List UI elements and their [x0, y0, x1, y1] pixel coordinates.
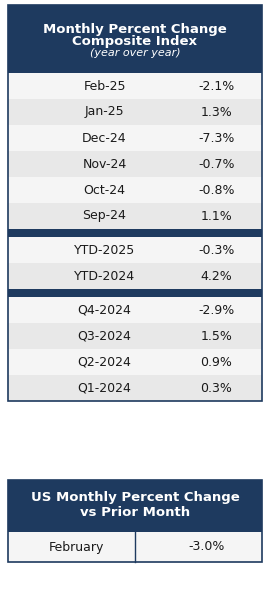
- Bar: [8, 289, 262, 297]
- Text: vs Prior Month: vs Prior Month: [80, 507, 190, 520]
- Bar: [8, 229, 262, 237]
- Bar: [8, 263, 262, 289]
- Bar: [8, 480, 262, 532]
- Bar: [8, 177, 262, 203]
- Bar: [8, 151, 262, 177]
- Bar: [8, 297, 262, 323]
- Text: Monthly Percent Change: Monthly Percent Change: [43, 23, 227, 35]
- Text: Composite Index: Composite Index: [73, 35, 197, 47]
- Text: Sep-24: Sep-24: [83, 209, 126, 222]
- Bar: [8, 349, 262, 375]
- Text: Q4-2024: Q4-2024: [77, 304, 131, 316]
- Bar: [8, 323, 262, 349]
- Bar: [8, 125, 262, 151]
- Text: US Monthly Percent Change: US Monthly Percent Change: [31, 492, 239, 505]
- Bar: [135, 532, 262, 562]
- Text: YTD-2025: YTD-2025: [74, 243, 135, 257]
- Bar: [8, 99, 262, 125]
- Text: -0.3%: -0.3%: [198, 243, 234, 257]
- Text: -2.9%: -2.9%: [198, 304, 234, 316]
- Bar: [8, 203, 262, 229]
- Text: -3.0%: -3.0%: [188, 541, 224, 554]
- Text: -7.3%: -7.3%: [198, 132, 234, 145]
- Text: Nov-24: Nov-24: [82, 157, 127, 170]
- Bar: [8, 237, 262, 263]
- Bar: [8, 5, 262, 73]
- Text: 1.1%: 1.1%: [200, 209, 232, 222]
- Text: 1.5%: 1.5%: [200, 329, 232, 343]
- Bar: [8, 375, 262, 401]
- Text: 1.3%: 1.3%: [200, 105, 232, 118]
- Text: Dec-24: Dec-24: [82, 132, 127, 145]
- Bar: [8, 5, 262, 401]
- Bar: [8, 480, 262, 562]
- Text: -0.7%: -0.7%: [198, 157, 235, 170]
- Text: Q2-2024: Q2-2024: [77, 355, 131, 368]
- Text: Q3-2024: Q3-2024: [77, 329, 131, 343]
- Text: Jan-25: Jan-25: [85, 105, 124, 118]
- Text: 0.9%: 0.9%: [200, 355, 232, 368]
- Bar: [8, 73, 262, 99]
- Text: February: February: [49, 541, 104, 554]
- Text: -0.8%: -0.8%: [198, 184, 235, 197]
- Text: (year over year): (year over year): [90, 48, 180, 58]
- Text: -2.1%: -2.1%: [198, 80, 234, 93]
- Text: Oct-24: Oct-24: [83, 184, 126, 197]
- Bar: [8, 532, 135, 562]
- Text: Q1-2024: Q1-2024: [77, 382, 131, 395]
- Text: Feb-25: Feb-25: [83, 80, 126, 93]
- Text: 0.3%: 0.3%: [200, 382, 232, 395]
- Text: 4.2%: 4.2%: [200, 270, 232, 282]
- Text: YTD-2024: YTD-2024: [74, 270, 135, 282]
